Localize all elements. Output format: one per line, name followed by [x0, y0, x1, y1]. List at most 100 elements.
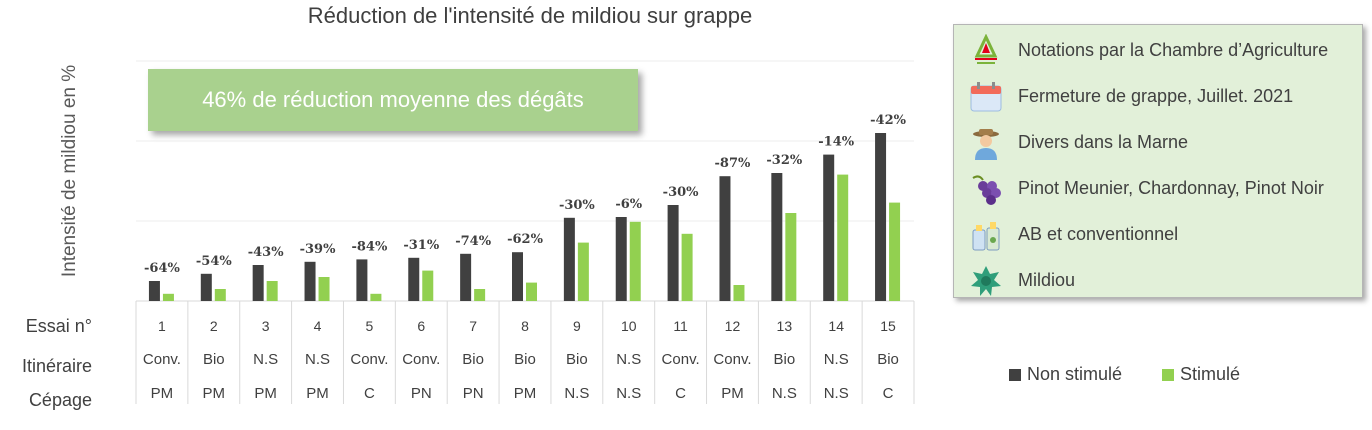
- essai-number: 7: [469, 318, 477, 334]
- bar-non-stimule: [304, 261, 316, 301]
- legend-swatch: [1009, 368, 1021, 381]
- essai-number: 12: [725, 318, 741, 334]
- bar-stimule: [318, 277, 330, 301]
- reduction-label: -64%: [144, 261, 180, 276]
- info-item-mildew: Mildiou: [954, 261, 1364, 301]
- itineraire-cell: N.S: [824, 351, 849, 368]
- essai-number: 13: [777, 318, 793, 334]
- bar-non-stimule: [563, 217, 575, 301]
- essai-number: 5: [366, 318, 374, 334]
- cepage-cell: PM: [306, 385, 329, 402]
- itineraire-cell: Conv.: [402, 351, 440, 368]
- essai-number: 11: [673, 318, 688, 334]
- callout-box: 46% de réduction moyenne des dégâts: [148, 69, 638, 131]
- reduction-label: -74%: [455, 234, 491, 249]
- itineraire-cell: N.S: [305, 351, 330, 368]
- bar-non-stimule: [719, 176, 731, 301]
- legend-swatch: [1162, 368, 1174, 381]
- essai-number: 8: [521, 318, 529, 334]
- itineraire-cell: Bio: [462, 351, 484, 368]
- bar-stimule: [837, 174, 849, 301]
- itineraire-cell: Conv.: [350, 351, 388, 368]
- row-label-cepage: Cépage: [28, 390, 92, 410]
- row-label-essai: Essai n°: [25, 316, 92, 336]
- info-item-calendar: Fermeture de grappe, Juillet. 2021: [954, 77, 1364, 117]
- essai-number: 3: [262, 318, 270, 334]
- bar-stimule: [266, 281, 278, 301]
- chart-title: Réduction de l'intensité de mildiou sur …: [307, 3, 753, 28]
- mildew-icon: [971, 266, 1001, 296]
- spray-bottles-icon: [972, 222, 1000, 251]
- bar-non-stimule: [771, 173, 783, 301]
- reduction-label: -54%: [196, 254, 232, 269]
- essai-number: 15: [880, 318, 896, 334]
- bar-non-stimule: [200, 273, 212, 301]
- legend-label: Stimulé: [1180, 364, 1241, 384]
- essai-number: 10: [621, 318, 637, 334]
- legend-label: Non stimulé: [1027, 364, 1123, 384]
- bar-non-stimule: [148, 281, 160, 301]
- cepage-cell: PM: [721, 385, 744, 402]
- bar-non-stimule: [356, 259, 368, 301]
- itineraire-cell: Bio: [877, 351, 899, 368]
- cepage-cell: PM: [514, 385, 537, 402]
- bar-stimule: [577, 242, 589, 301]
- reduction-label: -32%: [766, 153, 802, 168]
- reduction-label: -84%: [351, 239, 387, 254]
- itineraire-cell: Bio: [566, 351, 588, 368]
- chart-plot: -64% 1 Conv. PM -54% 2 Bio PM -43% 3 N.S PM -39% 4 N.S…: [135, 60, 915, 404]
- bar-stimule: [422, 270, 434, 301]
- bar-stimule: [681, 233, 693, 301]
- reduction-label: -87%: [715, 156, 751, 171]
- reduction-label: -39%: [300, 242, 336, 257]
- bar-non-stimule: [875, 133, 887, 301]
- reduction-label: -6%: [615, 197, 642, 212]
- calendar-icon: [970, 82, 1002, 112]
- reduction-label: -30%: [663, 185, 699, 200]
- farmer-icon: [973, 129, 999, 160]
- cepage-cell: PM: [151, 385, 174, 402]
- bar-non-stimule: [667, 205, 679, 301]
- row-label-itineraire: Itinéraire: [21, 356, 92, 376]
- essai-number: 9: [573, 318, 581, 334]
- bar-stimule: [629, 221, 641, 301]
- callout-text: 46% de réduction moyenne des dégâts: [202, 87, 584, 112]
- essai-number: 14: [828, 318, 844, 334]
- itineraire-cell: N.S: [253, 351, 278, 368]
- info-text: Fermeture de grappe, Juillet. 2021: [1018, 86, 1294, 106]
- bar-stimule: [370, 293, 382, 301]
- bar-stimule: [474, 289, 486, 301]
- cepage-cell: C: [675, 385, 686, 402]
- bar-stimule: [785, 213, 797, 301]
- bar-non-stimule: [252, 265, 264, 301]
- cepage-cell: C: [883, 385, 894, 402]
- bar-non-stimule: [512, 252, 523, 301]
- cepage-cell: N.S: [564, 385, 589, 402]
- bar-stimule: [526, 282, 537, 301]
- bar-stimule: [733, 285, 745, 301]
- bar-stimule: [162, 293, 174, 301]
- bar-non-stimule: [615, 217, 627, 301]
- bar-non-stimule: [408, 257, 420, 301]
- bar-stimule: [214, 289, 226, 301]
- info-text: Mildiou: [1018, 270, 1076, 290]
- cepage-cell: N.S: [824, 385, 849, 402]
- info-item-spray: AB et conventionnel: [954, 215, 1364, 255]
- cepage-cell: PN: [463, 385, 484, 402]
- itineraire-cell: Bio: [203, 351, 225, 368]
- bar-non-stimule: [460, 253, 472, 301]
- reduction-label: -31%: [403, 238, 439, 253]
- reduction-label: -62%: [507, 232, 543, 247]
- itineraire-cell: Conv.: [662, 351, 700, 368]
- cepage-cell: PM: [203, 385, 226, 402]
- legend-entry-non-stimule: Non stimulé: [1009, 364, 1122, 385]
- essai-number: 2: [210, 318, 218, 334]
- itineraire-cell: N.S: [616, 351, 641, 368]
- info-text: Pinot Meunier, Chardonnay, Pinot Noir: [1018, 178, 1324, 198]
- cepage-cell: PM: [254, 385, 277, 402]
- reduction-label: -43%: [248, 245, 284, 260]
- reduction-label: -14%: [818, 135, 854, 150]
- info-text: Notations par la Chambre d’Agriculture: [1018, 40, 1329, 60]
- chamber-agriculture-logo-icon: [974, 34, 998, 64]
- essai-number: 6: [417, 318, 425, 334]
